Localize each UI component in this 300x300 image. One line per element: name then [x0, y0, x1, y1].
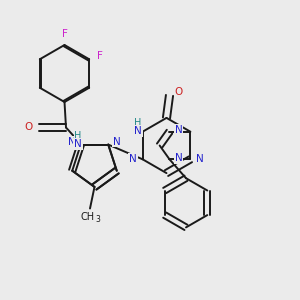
Text: N: N — [175, 125, 182, 135]
Text: H: H — [134, 118, 142, 128]
Text: N: N — [74, 139, 82, 149]
Text: O: O — [174, 87, 183, 98]
Text: N: N — [196, 154, 204, 164]
Text: 3: 3 — [95, 214, 100, 224]
Text: N: N — [175, 153, 182, 163]
Text: F: F — [61, 28, 68, 39]
Text: N: N — [134, 126, 142, 136]
Text: N: N — [129, 154, 137, 164]
Text: N: N — [113, 136, 121, 147]
Text: O: O — [24, 122, 33, 133]
Text: F: F — [97, 51, 103, 61]
Text: H: H — [74, 131, 82, 141]
Text: N: N — [68, 136, 76, 147]
Text: CH: CH — [80, 212, 95, 222]
